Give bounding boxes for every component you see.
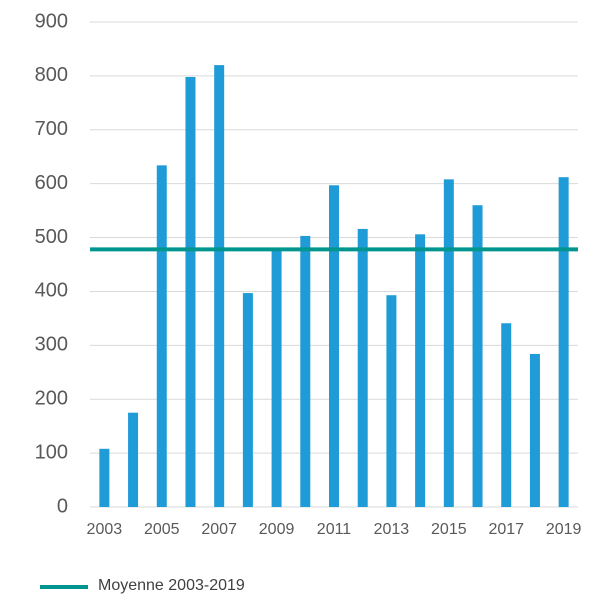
- bar: [357, 228, 368, 507]
- bar: [472, 205, 483, 507]
- y-tick-label: 0: [57, 495, 68, 517]
- y-tick-label: 200: [35, 388, 68, 410]
- bar: [242, 293, 253, 507]
- bar: [214, 65, 225, 507]
- bar: [185, 76, 196, 507]
- x-tick-label: 2011: [317, 521, 352, 538]
- y-tick-label: 500: [35, 226, 68, 248]
- y-tick-label: 300: [35, 334, 68, 356]
- bar: [529, 353, 540, 507]
- x-tick-label: 2003: [87, 521, 123, 538]
- legend-label: Moyenne 2003-2019: [98, 577, 245, 594]
- y-tick-label: 100: [35, 441, 68, 463]
- x-tick-label: 2017: [488, 521, 524, 538]
- x-tick-label: 2019: [546, 521, 582, 538]
- x-tick-label: 2009: [259, 521, 295, 538]
- bar: [558, 177, 569, 507]
- bar: [128, 412, 139, 507]
- bar: [443, 179, 454, 507]
- y-tick-label: 700: [35, 118, 68, 140]
- x-tick-label: 2013: [374, 521, 410, 538]
- y-tick-label: 900: [35, 10, 68, 32]
- bar: [415, 234, 426, 508]
- bar: [501, 323, 512, 507]
- x-tick-label: 2007: [201, 521, 237, 538]
- bar: [329, 185, 339, 508]
- bar: [156, 165, 167, 507]
- bar: [386, 295, 397, 507]
- x-tick-label: 2005: [144, 521, 180, 538]
- bar: [271, 249, 282, 507]
- y-tick-label: 800: [35, 64, 68, 86]
- bar: [99, 448, 110, 507]
- y-tick-label: 400: [35, 280, 68, 302]
- bar: [300, 235, 311, 507]
- x-tick-label: 2015: [431, 521, 467, 538]
- y-tick-label: 600: [35, 172, 68, 194]
